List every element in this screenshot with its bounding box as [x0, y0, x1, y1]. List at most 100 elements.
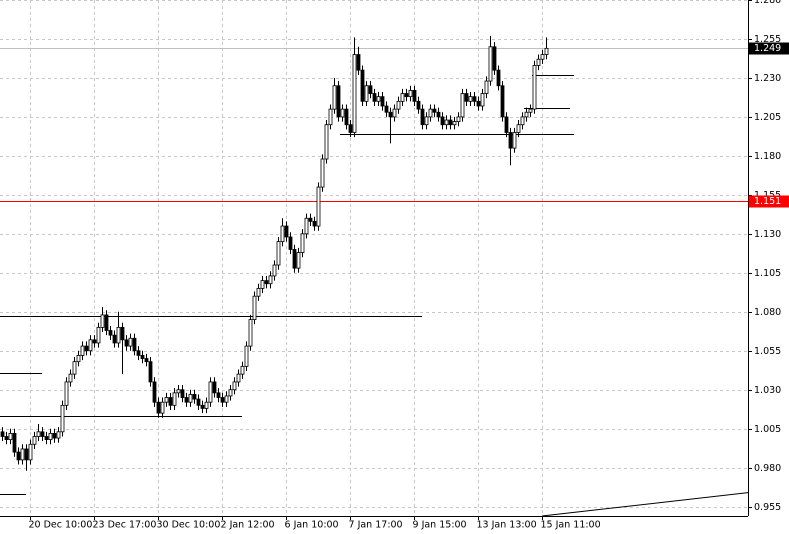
candle-body: [524, 111, 529, 118]
candle-body: [428, 108, 433, 118]
candle-body: [252, 295, 257, 320]
candle-body: [412, 90, 417, 102]
candle-body: [400, 93, 405, 102]
candle-body: [480, 93, 485, 107]
candle-body: [320, 158, 325, 188]
candle-body: [448, 119, 453, 126]
candle-body: [220, 397, 225, 403]
candle-body: [504, 116, 509, 133]
candle-body: [224, 395, 229, 403]
candle-body: [288, 236, 293, 250]
candle-body: [444, 119, 449, 126]
candle-body: [124, 339, 129, 347]
candle-body: [544, 47, 549, 55]
candle-body: [380, 96, 385, 107]
candle-body: [420, 108, 425, 126]
candle-body: [24, 448, 29, 461]
x-tick-label: 13 Jan 13:00: [477, 520, 537, 531]
candle-body: [344, 108, 349, 126]
candle-body: [176, 389, 181, 394]
candle-body: [112, 334, 117, 344]
candle-body: [136, 350, 141, 356]
candle-body: [236, 373, 241, 383]
candle-body: [512, 132, 517, 149]
candle-body: [292, 249, 297, 269]
candle-body: [216, 392, 221, 398]
candle-body: [532, 65, 537, 110]
candle-body: [64, 381, 69, 406]
candle-body: [144, 358, 149, 363]
candle-body: [484, 80, 489, 94]
candle-body: [60, 404, 65, 433]
candle-body: [324, 124, 329, 160]
candle-body: [384, 105, 389, 113]
x-tick-label: 7 Jan 17:00: [349, 520, 403, 531]
candle-body: [492, 46, 497, 71]
candle-body: [264, 280, 269, 285]
candle-body: [488, 46, 493, 82]
x-tick-label: 30 Dec 10:00: [157, 520, 221, 531]
candle-body: [332, 85, 337, 110]
candle-body: [4, 436, 9, 441]
candle-body: [184, 397, 189, 403]
candle-body: [356, 54, 361, 71]
candle-body: [212, 381, 217, 394]
y-tick-label: 1.230: [754, 73, 781, 84]
x-tick-label: 23 Dec 17:00: [93, 520, 157, 531]
candle-body: [456, 116, 461, 122]
candle-body: [68, 373, 73, 383]
x-tick-label: 15 Jan 11:00: [541, 520, 601, 531]
candle-body: [540, 54, 545, 60]
candle-body: [36, 431, 41, 437]
candle-body: [44, 436, 49, 441]
y-tick-label: 1.205: [754, 112, 781, 123]
candle-body: [432, 108, 437, 113]
y-tick-label: 0.955: [754, 502, 781, 513]
candle-body: [232, 381, 237, 391]
candle-body: [392, 108, 397, 118]
candle-body: [152, 381, 157, 403]
candle-body: [156, 401, 161, 414]
candle-body: [16, 451, 21, 461]
candle-body: [148, 361, 153, 383]
candle-body: [160, 401, 165, 414]
candle-body: [280, 225, 285, 243]
candle-body: [140, 355, 145, 359]
candle-body: [348, 124, 353, 133]
candle-body: [424, 116, 429, 126]
candle-body: [128, 337, 133, 347]
candle-body: [476, 100, 481, 107]
y-tick-label: 1.080: [754, 307, 781, 318]
candle-body: [80, 345, 85, 356]
candle-body: [520, 116, 525, 126]
candle-body: [460, 93, 465, 118]
candle-body: [84, 345, 89, 352]
candle-body: [352, 54, 357, 133]
candle-body: [536, 58, 541, 66]
candle-body: [168, 397, 173, 406]
candle-body: [468, 96, 473, 102]
candle-body: [188, 394, 193, 403]
trend-line: [541, 492, 749, 517]
candle-body: [396, 100, 401, 110]
price-label: 1.249: [754, 43, 781, 54]
candle-body: [276, 241, 281, 266]
candle-body: [72, 361, 77, 375]
candle-body: [304, 217, 309, 235]
candle-body: [340, 108, 345, 118]
candle-body: [28, 443, 33, 461]
marks: [0, 35, 749, 517]
y-tick-label: 1.255: [754, 34, 781, 45]
candle-body: [108, 330, 113, 336]
candle-body: [376, 96, 381, 102]
candle-body: [496, 69, 501, 87]
candle-body: [268, 275, 273, 285]
x-tick-label: 6 Jan 10:00: [285, 520, 339, 531]
candle-body: [32, 436, 37, 445]
candle-body: [360, 69, 365, 102]
candle-body: [200, 404, 205, 409]
candle-body: [132, 337, 137, 352]
candle-body: [472, 96, 477, 102]
